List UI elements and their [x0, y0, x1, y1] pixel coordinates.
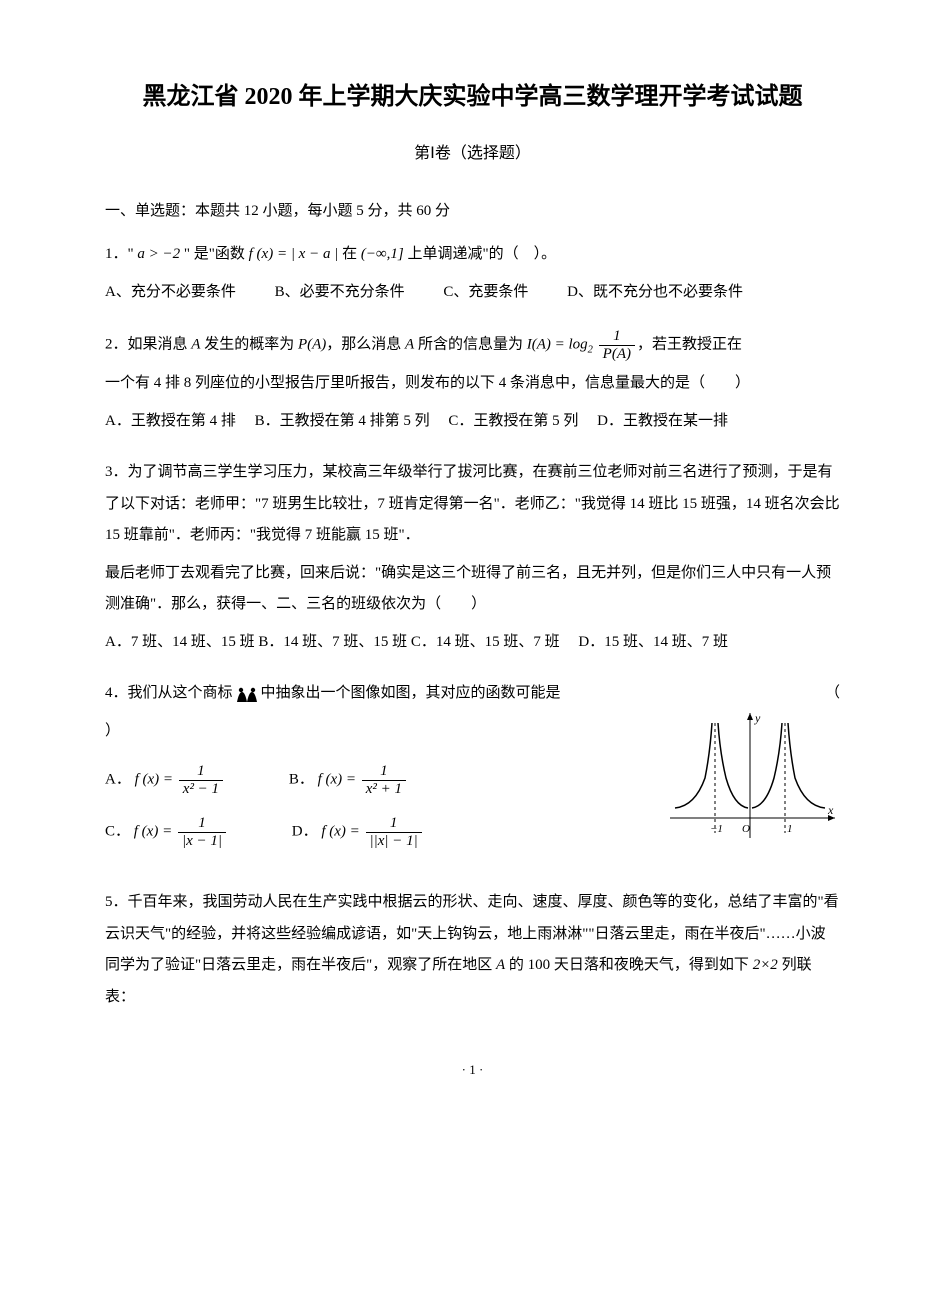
- q4-optA-den: x² − 1: [179, 781, 223, 798]
- q2-stem-e: ，若王教授正在: [637, 337, 742, 353]
- q4-optD-frac: 1 ||x| − 1|: [366, 815, 422, 849]
- q3-p2: 最后老师丁去观看完了比赛，回来后说："确实是这三个班得了前三名，且无并列，但是你…: [105, 558, 840, 621]
- question-2: 2．如果消息 A 发生的概率为 P(A)，那么消息 A 所含的信息量为 I(A)…: [105, 328, 840, 437]
- q4-optB-num: 1: [362, 763, 406, 781]
- q4-graph: −1 O 1 x y: [660, 708, 840, 848]
- q4-optC-den: |x − 1|: [178, 833, 226, 850]
- q4-optA-label: A．: [105, 772, 131, 788]
- q2-stem-a: 2．如果消息: [105, 337, 191, 353]
- q4-option-c: C． f (x) = 1 |x − 1|: [105, 815, 228, 849]
- question-4: 4．我们从这个商标 中抽象出一个图像如图，其对应的函数可能是 （ ） −1 O …: [105, 678, 840, 867]
- q3-option-d: D．15 班、14 班、7 班: [578, 634, 728, 650]
- q4-stem-b: 中抽象出一个图像如图，其对应的函数可能是: [261, 685, 561, 701]
- question-5: 5．千百年来，我国劳动人民在生产实践中根据云的形状、走向、速度、厚度、颜色等的变…: [105, 887, 840, 1013]
- q5-A: A: [496, 957, 505, 973]
- q4-option-a: A． f (x) = 1 x² − 1: [105, 763, 225, 797]
- q4-optC-label: C．: [105, 824, 130, 840]
- q2-stem-d: 所含的信息量为: [414, 337, 527, 353]
- q1-option-c: C、充要条件: [443, 277, 528, 309]
- q2-option-c: C．王教授在第 5 列: [448, 413, 578, 429]
- q3-option-b: B．14 班、7 班、15 班: [258, 634, 407, 650]
- q2-fraction: 1 P(A): [599, 328, 635, 362]
- q2-option-d: D．王教授在某一排: [597, 413, 728, 429]
- q1-interval: (−∞,1]: [361, 246, 404, 262]
- svg-text:y: y: [754, 711, 761, 725]
- svg-text:−1: −1: [710, 823, 723, 835]
- q2-line2: 一个有 4 排 8 列座位的小型报告厅里听报告，则发布的以下 4 条消息中，信息…: [105, 368, 840, 400]
- svg-text:1: 1: [787, 823, 793, 835]
- exam-subtitle: 第Ⅰ卷（选择题）: [105, 139, 840, 169]
- q4-optD-num: 1: [366, 815, 422, 833]
- svg-text:x: x: [827, 803, 834, 817]
- page-number: · 1 ·: [105, 1058, 840, 1083]
- q3-option-a: A．7 班、14 班、15 班: [105, 634, 255, 650]
- q2-option-a: A．王教授在第 4 排: [105, 413, 236, 429]
- q4-paren-open: （: [825, 685, 840, 701]
- q1-option-b: B、必要不充分条件: [275, 277, 405, 309]
- q4-optC-num: 1: [178, 815, 226, 833]
- q2-PA: P(A): [298, 337, 326, 353]
- q2-frac-num: 1: [599, 328, 635, 346]
- svg-text:O: O: [742, 823, 750, 835]
- q1-option-a: A、充分不必要条件: [105, 277, 236, 309]
- kappa-logo-icon: [233, 685, 261, 703]
- q4-optC-fx: f (x) =: [134, 824, 172, 840]
- q1-stem-d: 上单调递减"的（ ）。: [404, 246, 556, 262]
- q1-ineq: a > −2: [137, 246, 180, 262]
- q5-table-size: 2×2: [753, 957, 778, 973]
- q3-option-c: C．14 班、15 班、7 班: [411, 634, 560, 650]
- q1-option-d: D、既不充分也不必要条件: [567, 277, 743, 309]
- q4-optD-den: ||x| − 1|: [366, 833, 422, 850]
- q4-optB-frac: 1 x² + 1: [362, 763, 406, 797]
- q4-optC-frac: 1 |x − 1|: [178, 815, 226, 849]
- q4-optB-label: B．: [289, 772, 314, 788]
- q2-stem-b: 发生的概率为: [200, 337, 298, 353]
- q2-option-b: B．王教授在第 4 排第 5 列: [255, 413, 430, 429]
- q4-optA-num: 1: [179, 763, 223, 781]
- exam-title: 黑龙江省 2020 年上学期大庆实验中学高三数学理开学考试试题: [105, 75, 840, 121]
- q4-stem-a: 4．我们从这个商标: [105, 685, 233, 701]
- q2-frac-den: P(A): [599, 346, 635, 363]
- q1-stem-b: " 是"函数: [180, 246, 249, 262]
- q4-optA-fx: f (x) =: [135, 772, 173, 788]
- q2-stem-c: ，那么消息: [326, 337, 405, 353]
- question-1: 1．" a > −2 " 是"函数 f (x) = | x − a | 在 (−…: [105, 239, 840, 308]
- q1-fx: f (x) = | x − a |: [249, 246, 339, 262]
- q4-optB-den: x² + 1: [362, 781, 406, 798]
- q2-A2: A: [405, 337, 414, 353]
- q4-option-b: B． f (x) = 1 x² + 1: [289, 763, 408, 797]
- section-heading: 一、单选题：本题共 12 小题，每小题 5 分，共 60 分: [105, 197, 840, 226]
- q1-stem-c: 在: [338, 246, 361, 262]
- q5-p2: 的 100 天日落和夜晚天气，得到如下: [505, 957, 753, 973]
- q2-IA: I(A) = log: [527, 337, 588, 353]
- q3-p1: 3．为了调节高三学生学习压力，某校高三年级举行了拔河比赛，在赛前三位老师对前三名…: [105, 457, 840, 552]
- q2-log-sub: 2: [588, 345, 593, 356]
- q4-option-d: D． f (x) = 1 ||x| − 1|: [292, 815, 424, 849]
- question-3: 3．为了调节高三学生学习压力，某校高三年级举行了拔河比赛，在赛前三位老师对前三名…: [105, 457, 840, 658]
- q4-optB-fx: f (x) =: [318, 772, 356, 788]
- q4-optD-label: D．: [292, 824, 318, 840]
- q4-optA-frac: 1 x² − 1: [179, 763, 223, 797]
- q1-stem-a: 1．": [105, 246, 137, 262]
- q4-optD-fx: f (x) =: [321, 824, 359, 840]
